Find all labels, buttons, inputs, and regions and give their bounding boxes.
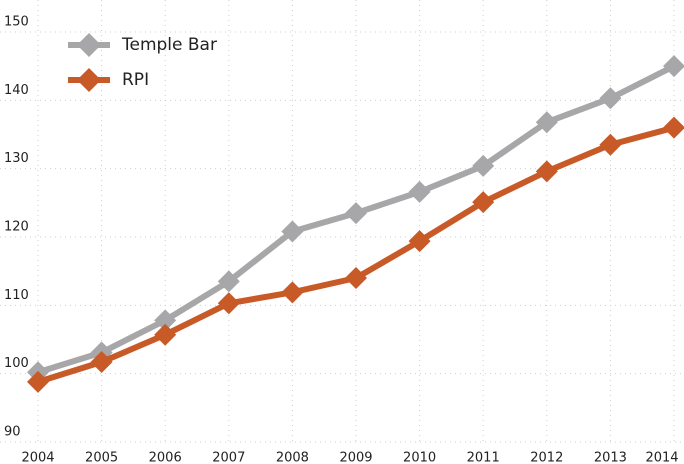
x-tick-label: 2007 — [212, 451, 245, 464]
x-tick-label: 2014 — [645, 451, 678, 464]
y-tick-label: 150 — [4, 15, 29, 30]
point-marker — [599, 87, 622, 110]
legend-swatch-marker — [77, 68, 101, 92]
point-marker — [535, 160, 558, 183]
y-tick-label: 120 — [4, 220, 29, 235]
x-tick-label: 2004 — [21, 451, 54, 464]
x-tick-label: 2009 — [339, 451, 372, 464]
point-marker — [472, 191, 495, 214]
point-marker — [217, 270, 240, 293]
point-marker — [663, 116, 684, 139]
x-tick-label: 2011 — [467, 451, 500, 464]
y-tick-label: 100 — [4, 356, 29, 371]
point-marker — [599, 133, 622, 156]
x-tick-label: 2005 — [85, 451, 118, 464]
y-tick-label: 90 — [4, 425, 21, 440]
point-marker — [408, 230, 431, 253]
point-marker — [345, 202, 367, 225]
y-tick-label: 130 — [4, 151, 29, 166]
point-marker — [535, 111, 558, 134]
x-tick-label: 2008 — [276, 451, 309, 464]
point-marker — [472, 154, 495, 177]
point-marker — [281, 220, 304, 243]
point-marker — [27, 370, 49, 393]
legend-label: RPI — [122, 70, 149, 90]
y-tick-label: 140 — [4, 83, 29, 98]
point-marker — [281, 281, 304, 304]
x-tick-label: 2012 — [530, 451, 563, 464]
legend-label: Temple Bar — [121, 35, 217, 55]
point-marker — [90, 351, 113, 374]
y-tick-label: 110 — [4, 288, 29, 303]
x-tick-label: 2013 — [594, 451, 627, 464]
point-marker — [408, 180, 431, 203]
point-marker — [345, 267, 367, 289]
x-tick-label: 2006 — [149, 451, 182, 464]
point-marker — [154, 309, 177, 332]
point-marker — [663, 55, 684, 78]
point-marker — [217, 292, 240, 315]
point-marker — [154, 323, 177, 346]
x-tick-label: 2010 — [403, 451, 436, 464]
legend-swatch-marker — [77, 33, 101, 57]
